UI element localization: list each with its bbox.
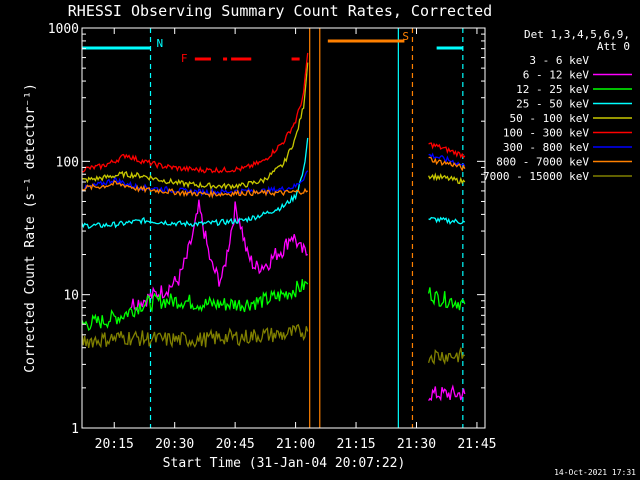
legend-label-4: 50 - 100 keV — [510, 112, 590, 125]
legend-label-5: 100 - 300 keV — [503, 127, 589, 140]
series-line-0-0 — [137, 228, 308, 429]
series-line-2-1 — [427, 287, 466, 311]
series-line-4-0 — [81, 62, 309, 191]
series-line-2-0 — [81, 279, 309, 331]
legend: Det 1,3,4,5,6,9,Att 0 3 - 6 keV 6 - 12 keV… — [483, 28, 632, 183]
x-tick-label-1: 20:30 — [155, 437, 194, 452]
x-tick-label-5: 21:30 — [397, 437, 436, 452]
legend-label-2: 12 - 25 keV — [516, 83, 589, 96]
series-line-5-0 — [81, 52, 309, 174]
plot-frame — [81, 27, 486, 429]
legend-header-1: Att 0 — [597, 40, 630, 53]
series-line-6-1 — [428, 152, 466, 167]
series-line-8-0 — [81, 323, 309, 349]
series-line-7-0 — [81, 180, 309, 199]
legend-label-1: 6 - 12 keV — [523, 69, 590, 82]
series-line-3-0 — [81, 137, 309, 229]
vertical-markers — [149, 28, 464, 428]
flare-label: F — [181, 52, 188, 65]
legend-header-0: Det 1,3,4,5,6,9, — [524, 28, 630, 41]
y-axis-label: Corrected Count Rate (s⁻¹ detector⁻¹) — [23, 83, 38, 373]
x-axis-label: Start Time (31-Jan-04 20:07:22) — [163, 456, 406, 471]
x-tick-label-4: 21:15 — [336, 437, 375, 452]
y-tick-label-1: 10 — [63, 289, 79, 304]
y-tick-label-0: 1 — [71, 422, 79, 437]
legend-label-3: 25 - 50 keV — [516, 98, 589, 111]
timestamp: 14-Oct-2021 17:31 — [554, 468, 636, 477]
x-axis-ticks: 20:15 20:30 20:45 21:00 21:15 21:30 21:45 — [95, 28, 497, 452]
x-tick-label-0: 20:15 — [95, 437, 134, 452]
series-line-3-1 — [428, 216, 466, 225]
legend-label-6: 300 - 800 keV — [503, 141, 589, 154]
plot-area: N S F — [81, 28, 466, 429]
series-line-6-0 — [81, 170, 309, 197]
series-line-1-1 — [428, 384, 466, 402]
y-axis-ticks: 1 10 100 1000 — [48, 22, 485, 437]
chart-title: RHESSI Observing Summary Count Rates, Co… — [68, 2, 492, 20]
x-tick-label-3: 21:00 — [276, 437, 315, 452]
y-tick-label-2: 100 — [56, 155, 79, 170]
flag-bars: N S F — [82, 30, 463, 65]
legend-label-8: 7000 - 15000 keV — [483, 170, 589, 183]
flag-s-label: S — [402, 30, 409, 43]
x-tick-label-6: 21:45 — [457, 437, 496, 452]
series-line-7-1 — [428, 156, 466, 172]
y-tick-label-3: 1000 — [48, 22, 79, 37]
series-line-8-1 — [427, 347, 465, 366]
series-line-4-1 — [428, 172, 466, 185]
flag-n-label: N — [157, 37, 164, 50]
series-lines — [81, 52, 466, 429]
x-tick-label-2: 20:45 — [216, 437, 255, 452]
legend-label-7: 800 - 7000 keV — [496, 156, 589, 169]
series-line-5-1 — [428, 142, 466, 159]
legend-label-0: 3 - 6 keV — [529, 54, 589, 67]
